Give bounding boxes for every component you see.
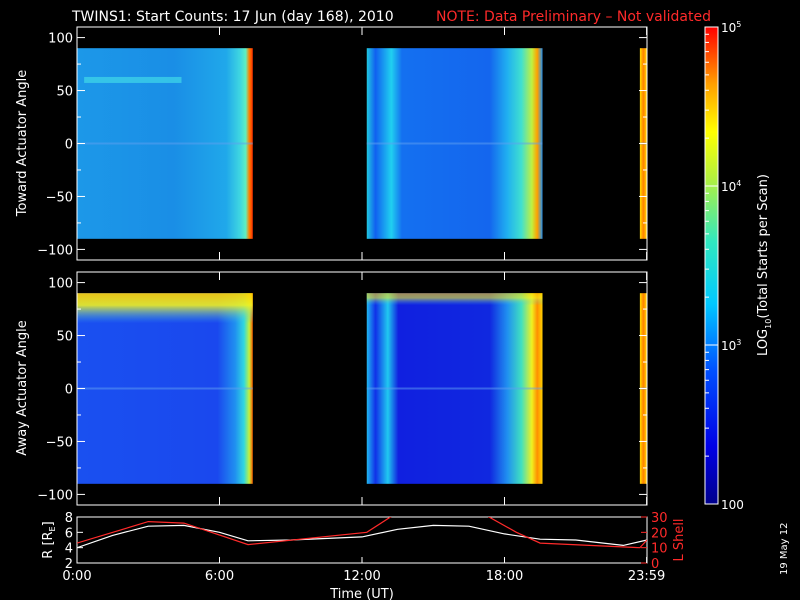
r-tick-label: 2 — [65, 557, 73, 572]
y-tick-label: −100 — [37, 243, 73, 258]
lshell-line — [77, 517, 647, 549]
away-heatmap — [77, 293, 647, 484]
zero-angle-seam — [366, 142, 543, 145]
y-tick-label: 100 — [48, 32, 73, 47]
y-tick-label: −50 — [46, 435, 73, 450]
r-tick-label: 4 — [65, 542, 73, 557]
r-axis-label: R [RE] — [41, 521, 57, 558]
lshell-tick-label: 10 — [651, 542, 668, 557]
away-axis: −100 −50 0 50 100 — [37, 272, 648, 505]
toward-heatmap — [77, 48, 647, 239]
x-tick-label: 0:00 — [62, 569, 91, 584]
y-tick-label: −100 — [37, 488, 73, 503]
y-tick-label: 50 — [56, 85, 73, 100]
x-axis-label: Time (UT) — [329, 587, 394, 600]
zero-angle-seam — [77, 142, 253, 145]
r-tick-label: 6 — [65, 526, 73, 541]
y-tick-label: 0 — [65, 383, 73, 398]
lshell-axis-label: L Shell — [672, 518, 687, 561]
zero-angle-seam — [366, 387, 543, 390]
lshell-tick-label: 20 — [651, 526, 668, 541]
colorbar-tick-label: 103 — [721, 338, 741, 353]
colorbar-label: LOG10(Total Starts per Scan) — [756, 174, 773, 356]
colorbar-tick-label: 100 — [721, 498, 744, 512]
colorbar-tick-label: 104 — [721, 179, 741, 194]
preliminary-note: NOTE: Data Preliminary – Not validated — [436, 9, 711, 25]
colorbar — [704, 26, 719, 505]
side-date: 19 May 12 — [779, 523, 790, 575]
x-tick-label: 18:00 — [486, 569, 523, 584]
chart-title: TWINS1: Start Counts: 17 Jun (day 168), … — [71, 9, 394, 25]
x-tick-label: 23:59 — [628, 569, 665, 584]
y-tick-label: 50 — [56, 330, 73, 345]
high-flux-band — [366, 293, 543, 306]
high-flux-band — [84, 76, 182, 83]
x-tick-label: 12:00 — [343, 569, 380, 584]
lshell-tick-label: 0 — [651, 557, 659, 572]
colorbar-ticks: 105 104 103 100 — [705, 20, 744, 512]
colorbar-tick-label: 105 — [721, 20, 741, 35]
y-tick-label: 100 — [48, 277, 73, 292]
r-tick-label: 8 — [65, 511, 73, 526]
r-distance-line — [77, 524, 647, 549]
zero-angle-seam — [77, 387, 253, 390]
y-tick-label: 0 — [65, 138, 73, 153]
high-flux-band — [77, 293, 253, 324]
toward-axis: −100 −50 0 50 100 — [37, 27, 648, 260]
away-ylabel: Away Actuator Angle — [15, 320, 30, 455]
lshell-tick-label: 30 — [651, 511, 668, 526]
x-tick-label: 6:00 — [205, 569, 234, 584]
y-tick-label: −50 — [46, 190, 73, 205]
toward-ylabel: Toward Actuator Angle — [15, 70, 30, 217]
